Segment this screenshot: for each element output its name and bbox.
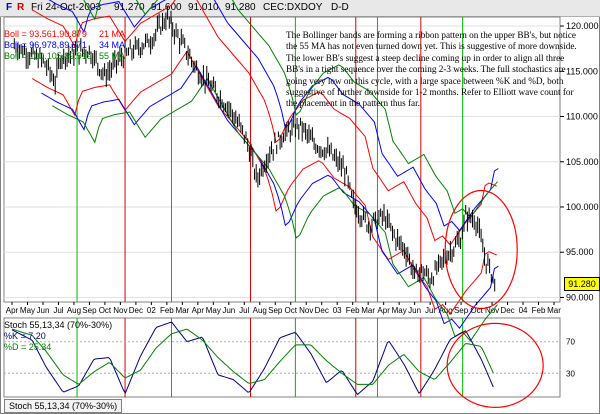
price-x-tick-label: Mar bbox=[361, 306, 375, 315]
stoch-k-line bbox=[11, 321, 494, 396]
stoch-highlight-ellipse bbox=[446, 322, 544, 408]
price-x-tick-label: Jun bbox=[222, 306, 235, 315]
price-x-tick-label: Aug bbox=[438, 306, 452, 315]
price-x-tick-label: Nov bbox=[113, 306, 127, 315]
price-y-tick-label: 115.000 bbox=[566, 66, 598, 76]
stoch-legend-d: %D = 25.34 bbox=[4, 342, 52, 352]
price-x-tick-label: 02 bbox=[147, 306, 156, 315]
stoch-legend-k: %K = 7.20 bbox=[4, 331, 46, 341]
price-x-tick-label: Jun bbox=[408, 306, 421, 315]
price-x-tick-label: 03 bbox=[333, 306, 342, 315]
price-x-tick-label: Apr bbox=[377, 306, 390, 315]
price-x-tick-label: Jul bbox=[425, 306, 435, 315]
price-x-tick-label: Jun bbox=[37, 306, 50, 315]
legend-boll-34: Boll = 96.978,89.871 bbox=[4, 40, 87, 50]
price-y-tick-label: 120.000 bbox=[566, 21, 599, 31]
price-x-tick-label: Dec bbox=[500, 306, 514, 315]
price-x-tick-label: Jul bbox=[239, 306, 249, 315]
stoch-panel-frame bbox=[3, 317, 561, 398]
legend-boll-55: Boll = 100.105,89.919 bbox=[4, 51, 92, 61]
price-x-tick-label: Nov bbox=[299, 306, 313, 315]
header-high: 91.600 bbox=[151, 2, 182, 13]
header-period: D-D bbox=[331, 2, 349, 13]
upper-band-line bbox=[31, 0, 497, 246]
price-x-tick-label: Feb bbox=[532, 306, 546, 315]
indicator-tab[interactable]: Stoch 55,13,34 (70%-30%) bbox=[4, 399, 123, 413]
price-x-tick-label: 04 bbox=[519, 306, 528, 315]
lower-band-line bbox=[41, 64, 499, 330]
legend-ma-21: 21 MA bbox=[99, 29, 126, 39]
last-price-badge: 91.280 bbox=[564, 277, 600, 291]
price-x-tick-label: May bbox=[206, 306, 221, 315]
f-button[interactable]: F bbox=[6, 2, 13, 13]
header-open: 91.270 bbox=[114, 2, 145, 13]
price-x-tick-label: Mar bbox=[547, 306, 561, 315]
price-x-tick-label: Oct bbox=[285, 306, 298, 315]
stoch-y-tick-label: 30 bbox=[566, 369, 575, 378]
upper-band-line bbox=[48, 0, 499, 232]
header-symbol: CEC:DXDOY bbox=[263, 2, 323, 13]
header-close: 91.280 bbox=[225, 2, 256, 13]
price-x-tick-label: Feb bbox=[160, 306, 174, 315]
chart-annotation: The Bollinger bands are forming a ribbon… bbox=[286, 30, 577, 109]
price-x-tick-label: Aug bbox=[67, 306, 81, 315]
price-x-tick-label: Aug bbox=[253, 306, 267, 315]
price-x-tick-label: Apr bbox=[192, 306, 205, 315]
price-x-tick-label: Sep bbox=[454, 306, 469, 315]
price-x-tick-label: Sep bbox=[82, 306, 97, 315]
price-y-tick-label: 95.000 bbox=[566, 247, 594, 257]
price-bars bbox=[13, 6, 496, 292]
price-x-tick-label: Oct bbox=[99, 306, 112, 315]
price-x-tick-label: Dec bbox=[129, 306, 143, 315]
price-panel-frame bbox=[3, 16, 561, 303]
price-x-tick-label: Feb bbox=[346, 306, 360, 315]
stoch-d-line bbox=[11, 328, 494, 385]
price-y-tick-label: 105.000 bbox=[566, 157, 599, 167]
price-x-tick-label: Oct bbox=[470, 306, 483, 315]
legend-boll-21: Boll = 93.561,90.879 bbox=[4, 29, 87, 39]
price-highlight-ellipse bbox=[444, 189, 518, 310]
price-y-tick-label: 90.000 bbox=[566, 292, 594, 302]
price-x-tick-label: May bbox=[392, 306, 407, 315]
price-y-tick-label: 110.000 bbox=[566, 112, 598, 122]
price-x-tick-label: Apr bbox=[6, 306, 19, 315]
header-date: Fri 24-Oct-2003 bbox=[31, 2, 102, 13]
legend-ma-34: 34 MA bbox=[99, 40, 126, 50]
price-x-tick-label: Mar bbox=[175, 306, 189, 315]
price-x-tick-label: Jul bbox=[53, 306, 63, 315]
upper-band-line bbox=[83, 0, 498, 219]
stoch-legend-title: Stoch 55,13,34 (70%-30%) bbox=[4, 320, 113, 330]
header-low: 91.010 bbox=[188, 2, 219, 13]
price-x-tick-label: Sep bbox=[268, 306, 283, 315]
price-x-tick-label: Dec bbox=[315, 306, 329, 315]
price-x-tick-label: May bbox=[20, 306, 35, 315]
legend-ma-55: 55 MA bbox=[99, 51, 126, 61]
r-button[interactable]: R bbox=[17, 2, 25, 13]
price-y-tick-label: 100.000 bbox=[566, 202, 599, 212]
stoch-y-tick-label: 70 bbox=[566, 338, 575, 347]
